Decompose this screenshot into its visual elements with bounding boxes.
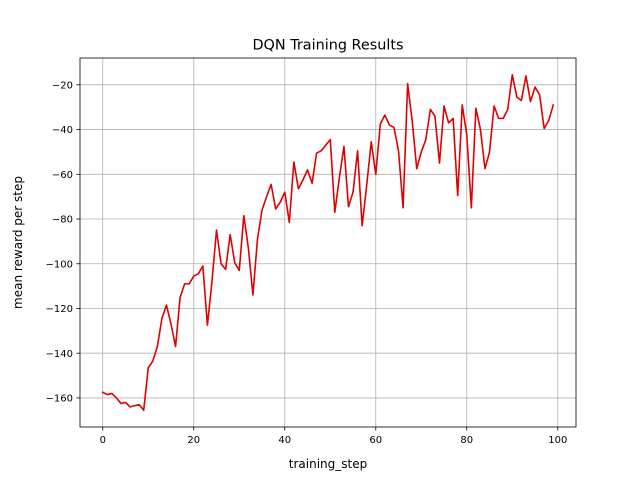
x-axis-label: training_step (289, 457, 367, 471)
y-tick-label: −160 (46, 394, 73, 405)
x-tick-label: 20 (187, 435, 200, 446)
y-tick-label: −20 (52, 80, 73, 91)
y-tick-label: −100 (46, 259, 73, 270)
x-tick-label: 0 (100, 435, 106, 446)
y-tick-label: −60 (52, 170, 73, 181)
y-tick-label: −140 (46, 349, 73, 360)
series-layer (101, 73, 555, 412)
x-tick-label: 100 (548, 435, 567, 446)
y-axis-ticks: −160 −140 −120 −100 −80 −60 −40 −20 (46, 80, 80, 405)
series-line (101, 73, 555, 412)
grid (80, 58, 576, 427)
y-axis-label: mean reward per step (11, 176, 25, 309)
x-tick-label: 60 (369, 435, 382, 446)
plot-frame (79, 57, 577, 428)
x-axis-ticks: 0 20 40 60 80 100 (100, 427, 567, 446)
y-tick-label: −80 (52, 215, 73, 226)
chart-title: DQN Training Results (252, 38, 403, 54)
x-tick-label: 80 (460, 435, 473, 446)
y-tick-label: −120 (46, 304, 73, 315)
x-tick-label: 40 (278, 435, 291, 446)
y-tick-label: −40 (52, 125, 73, 136)
